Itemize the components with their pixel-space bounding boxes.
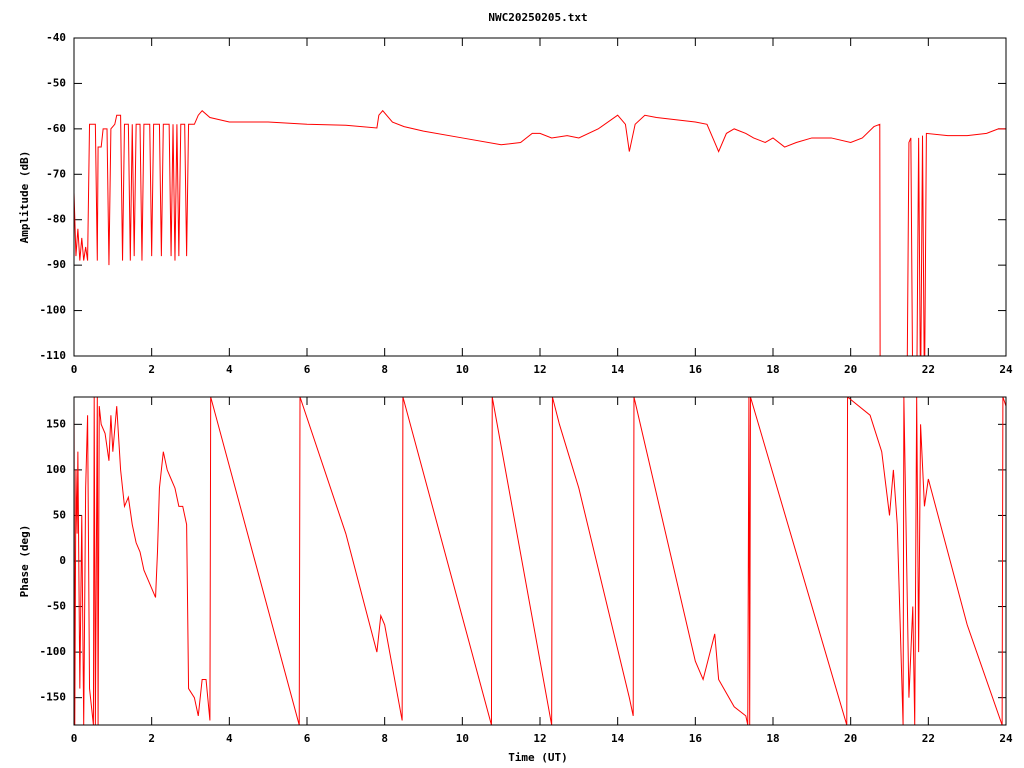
x-axis-label: Time (UT) (508, 751, 568, 764)
y-axis-label: Amplitude (dB) (18, 151, 31, 244)
x-tick-label: 18 (766, 363, 779, 376)
x-tick-label: 24 (999, 363, 1013, 376)
x-tick-label: 2 (148, 363, 155, 376)
y-tick-label: -70 (46, 167, 66, 180)
y-tick-label: -90 (46, 258, 66, 271)
x-tick-label: 8 (381, 732, 388, 745)
y-tick-label: -150 (40, 691, 67, 704)
y-tick-label: -60 (46, 122, 66, 135)
y-axis-label: Phase (deg) (18, 525, 31, 598)
x-tick-label: 12 (533, 363, 546, 376)
x-tick-label: 4 (226, 732, 233, 745)
x-tick-label: 20 (844, 732, 857, 745)
x-tick-label: 14 (611, 363, 625, 376)
x-tick-label: 16 (689, 732, 703, 745)
x-tick-label: 2 (148, 732, 155, 745)
x-tick-label: 22 (922, 732, 935, 745)
y-tick-label: -80 (46, 213, 66, 226)
x-tick-label: 6 (304, 363, 311, 376)
y-tick-label: -50 (46, 76, 66, 89)
y-tick-label: -100 (40, 304, 67, 317)
plot-frame (73, 396, 1007, 726)
x-tick-label: 24 (999, 732, 1013, 745)
y-tick-label: 0 (59, 554, 66, 567)
x-tick-label: 0 (71, 732, 78, 745)
chart-title: NWC20250205.txt (488, 11, 587, 24)
data-line (74, 109, 1006, 356)
y-tick-label: -110 (40, 349, 67, 362)
x-tick-label: 18 (766, 732, 779, 745)
y-tick-label: -100 (40, 645, 67, 658)
y-tick-label: 100 (46, 463, 66, 476)
y-tick-label: 150 (46, 417, 66, 430)
x-tick-label: 10 (456, 363, 469, 376)
x-tick-label: 22 (922, 363, 935, 376)
x-tick-label: 4 (226, 363, 233, 376)
x-tick-label: 6 (304, 732, 311, 745)
x-tick-label: 20 (844, 363, 857, 376)
y-tick-label: -50 (46, 600, 66, 613)
x-tick-label: 12 (533, 732, 546, 745)
x-tick-label: 0 (71, 363, 78, 376)
x-tick-label: 10 (456, 732, 469, 745)
plot-frame (73, 37, 1007, 357)
y-tick-label: -40 (46, 31, 66, 44)
x-tick-label: 8 (381, 363, 388, 376)
x-tick-label: 16 (689, 363, 703, 376)
y-tick-label: 50 (53, 508, 66, 521)
x-tick-label: 14 (611, 732, 625, 745)
data-line (74, 397, 1006, 725)
